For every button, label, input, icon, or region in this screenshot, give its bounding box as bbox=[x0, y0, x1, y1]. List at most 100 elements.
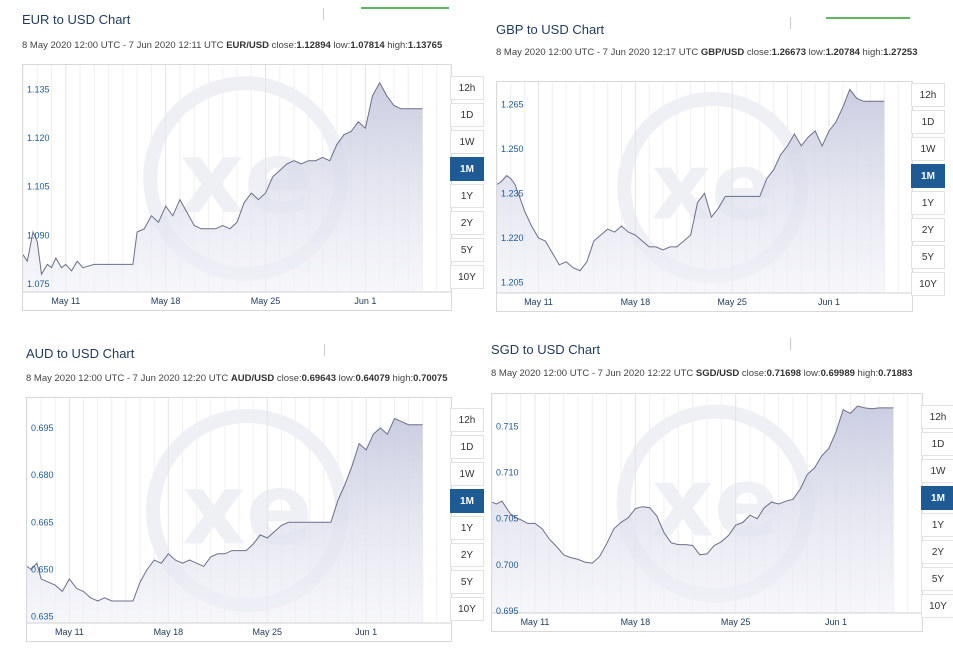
close-label: close: bbox=[741, 368, 767, 379]
range-button-1d[interactable]: 1D bbox=[911, 110, 945, 134]
low-value: 0.64079 bbox=[355, 373, 390, 384]
top-divider bbox=[324, 344, 325, 356]
high-label: high: bbox=[862, 47, 884, 58]
range-button-5y[interactable]: 5Y bbox=[921, 567, 953, 591]
high-value: 1.27253 bbox=[883, 47, 918, 58]
y-tick-label: 1.105 bbox=[27, 182, 50, 192]
range-button-1m[interactable]: 1M bbox=[450, 157, 484, 181]
top-divider bbox=[790, 17, 791, 29]
series-area bbox=[23, 82, 423, 292]
chart-title: AUD to USD Chart bbox=[26, 346, 135, 361]
y-tick-label: 1.265 bbox=[501, 99, 524, 109]
low-label: low: bbox=[333, 40, 351, 51]
range-button-2y[interactable]: 2Y bbox=[450, 543, 484, 567]
date-range: 8 May 2020 12:00 UTC - 7 Jun 2020 12:11 … bbox=[22, 40, 224, 51]
high-label: high: bbox=[857, 368, 879, 379]
low-label: low: bbox=[803, 368, 821, 379]
range-button-1y[interactable]: 1Y bbox=[911, 191, 945, 215]
range-button-2y[interactable]: 2Y bbox=[450, 211, 484, 235]
x-tick-label: May 11 bbox=[521, 617, 550, 627]
range-button-1w[interactable]: 1W bbox=[921, 459, 953, 483]
range-button-1w[interactable]: 1W bbox=[911, 137, 945, 161]
chart-area: xe 0.635 0.650 0.665 0.680 0.695 May 11 May 18 M… bbox=[26, 397, 452, 642]
range-button-1y[interactable]: 1Y bbox=[921, 513, 953, 537]
pair-label: SGD/USD bbox=[695, 368, 740, 379]
chart-area: xe 1.075 1.090 1.105 1.120 1.135 May 11 May 18 M… bbox=[22, 64, 452, 311]
y-tick-label: 0.695 bbox=[31, 423, 54, 433]
chart-summary: 8 May 2020 12:00 UTC - 7 Jun 2020 12:20 … bbox=[26, 373, 447, 384]
range-button-1m[interactable]: 1M bbox=[450, 489, 484, 513]
y-tick-label: 1.220 bbox=[501, 233, 524, 243]
pair-label: AUD/USD bbox=[230, 373, 275, 384]
top-divider bbox=[790, 338, 791, 350]
time-range-selector: 12h 1D 1W 1M 1Y 2Y 5Y 10Y bbox=[921, 405, 953, 621]
range-button-2y[interactable]: 2Y bbox=[921, 540, 953, 564]
range-button-1m[interactable]: 1M bbox=[921, 486, 953, 510]
range-button-1w[interactable]: 1W bbox=[450, 462, 484, 486]
range-button-1m[interactable]: 1M bbox=[911, 164, 945, 188]
low-label: low: bbox=[338, 373, 356, 384]
low-label: low: bbox=[808, 47, 826, 58]
range-button-12h[interactable]: 12h bbox=[450, 408, 484, 432]
y-tick-label: 1.250 bbox=[501, 144, 524, 154]
chart-area: xe 0.695 0.700 0.705 0.710 0.715 May 11 May 18 M… bbox=[491, 393, 923, 632]
pair-label: GBP/USD bbox=[700, 47, 745, 58]
x-tick-label: May 25 bbox=[717, 297, 747, 307]
x-tick-label: Jun 1 bbox=[825, 617, 847, 627]
chart-title: EUR to USD Chart bbox=[22, 12, 131, 27]
chart-summary: 8 May 2020 12:00 UTC - 7 Jun 2020 12:17 … bbox=[496, 47, 918, 58]
range-button-10y[interactable]: 10Y bbox=[450, 597, 484, 621]
x-tick-label: Jun 1 bbox=[355, 627, 377, 637]
series-line bbox=[23, 81, 423, 276]
y-tick-label: 1.075 bbox=[27, 279, 50, 289]
close-label: close: bbox=[276, 373, 302, 384]
range-button-5y[interactable]: 5Y bbox=[450, 570, 484, 594]
high-label: high: bbox=[387, 40, 408, 51]
x-tick-label: May 11 bbox=[55, 627, 84, 637]
close-value: 1.26673 bbox=[771, 47, 807, 58]
y-tick-label: 0.710 bbox=[496, 468, 519, 478]
y-tick-label: 0.695 bbox=[496, 606, 519, 616]
high-value: 0.70075 bbox=[413, 373, 448, 384]
range-button-12h[interactable]: 12h bbox=[911, 83, 945, 107]
high-label: high: bbox=[392, 373, 414, 384]
y-tick-label: 0.680 bbox=[31, 470, 54, 480]
chart-title: GBP to USD Chart bbox=[496, 22, 605, 37]
date-range: 8 May 2020 12:00 UTC - 7 Jun 2020 12:17 … bbox=[496, 47, 699, 58]
series-line bbox=[492, 405, 894, 564]
range-button-2y[interactable]: 2Y bbox=[911, 218, 945, 242]
y-tick-label: 0.635 bbox=[31, 612, 54, 622]
range-button-1y[interactable]: 1Y bbox=[450, 516, 484, 540]
top-accent-bar bbox=[826, 17, 910, 19]
low-value: 1.07814 bbox=[350, 40, 385, 51]
range-button-1d[interactable]: 1D bbox=[450, 103, 484, 127]
y-tick-label: 0.665 bbox=[31, 517, 54, 527]
range-button-10y[interactable]: 10Y bbox=[921, 594, 953, 618]
chart-summary: 8 May 2020 12:00 UTC - 7 Jun 2020 12:11 … bbox=[22, 40, 442, 51]
series-line bbox=[497, 88, 885, 272]
x-tick-label: May 25 bbox=[721, 617, 751, 627]
chart-summary: 8 May 2020 12:00 UTC - 7 Jun 2020 12:22 … bbox=[491, 368, 913, 379]
range-button-5y[interactable]: 5Y bbox=[911, 245, 945, 269]
x-tick-label: May 25 bbox=[253, 627, 283, 637]
range-button-12h[interactable]: 12h bbox=[921, 405, 953, 429]
range-button-1w[interactable]: 1W bbox=[450, 130, 484, 154]
chart-area: xe 1.205 1.220 1.235 1.250 1.265 May 11 May 18 M… bbox=[496, 81, 913, 312]
x-tick-label: May 25 bbox=[251, 296, 281, 306]
y-tick-label: 1.235 bbox=[501, 188, 524, 198]
range-button-5y[interactable]: 5Y bbox=[450, 238, 484, 262]
series-line bbox=[27, 417, 423, 602]
range-button-1d[interactable]: 1D bbox=[450, 435, 484, 459]
range-button-1y[interactable]: 1Y bbox=[450, 184, 484, 208]
time-range-selector: 12h 1D 1W 1M 1Y 2Y 5Y 10Y bbox=[450, 408, 484, 624]
x-tick-label: May 11 bbox=[524, 297, 553, 307]
y-tick-label: 1.120 bbox=[27, 133, 50, 143]
x-tick-label: May 18 bbox=[151, 296, 181, 306]
range-button-12h[interactable]: 12h bbox=[450, 76, 484, 100]
range-button-10y[interactable]: 10Y bbox=[911, 272, 945, 296]
pair-label: EUR/USD bbox=[226, 40, 269, 51]
x-tick-label: May 18 bbox=[621, 297, 651, 307]
range-button-1d[interactable]: 1D bbox=[921, 432, 953, 456]
range-button-10y[interactable]: 10Y bbox=[450, 265, 484, 289]
